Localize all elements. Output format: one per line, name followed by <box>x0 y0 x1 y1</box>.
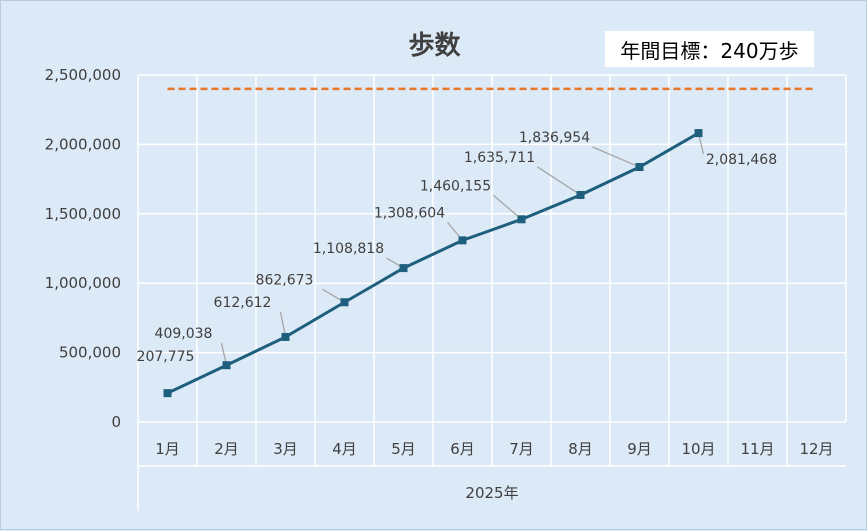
data-label-leader <box>537 166 581 196</box>
data-label: 862,673 <box>256 272 314 288</box>
data-label: 612,612 <box>214 295 272 311</box>
data-label-leader <box>493 194 522 220</box>
y-tick-label: 2,500,000 <box>45 66 121 84</box>
data-point-marker <box>222 361 231 370</box>
data-point-marker <box>576 190 585 199</box>
x-tick-label: 12月 <box>799 440 833 458</box>
x-tick-label: 9月 <box>627 440 652 458</box>
y-tick-label: 2,000,000 <box>45 135 121 153</box>
data-point-marker <box>399 264 408 273</box>
x-tick-label: 5月 <box>391 440 416 458</box>
data-label: 1,308,604 <box>374 205 445 221</box>
data-label-leader <box>592 146 640 168</box>
x-tick-label: 2月 <box>214 440 239 458</box>
y-tick-label: 1,000,000 <box>45 274 121 292</box>
x-axis-title: 2025年 <box>465 484 518 502</box>
series-line <box>166 131 700 395</box>
x-tick-label: 3月 <box>273 440 298 458</box>
y-tick-label: 1,500,000 <box>45 205 121 223</box>
data-label: 1,460,155 <box>420 178 491 194</box>
data-point-marker <box>458 236 467 245</box>
x-tick-label: 7月 <box>509 440 534 458</box>
x-tick-label: 8月 <box>568 440 593 458</box>
x-tick-label: 11月 <box>740 440 774 458</box>
data-point-marker <box>340 298 349 307</box>
chart-title: 歩数 <box>408 31 461 61</box>
data-label-leader <box>279 311 287 338</box>
data-label: 207,775 <box>137 349 195 365</box>
data-point-marker <box>281 332 290 341</box>
data-label: 1,635,711 <box>464 150 535 166</box>
data-point-marker <box>635 163 644 172</box>
data-point-marker <box>517 215 526 224</box>
x-tick-label: 10月 <box>681 440 715 458</box>
data-label: 1,108,818 <box>313 241 384 257</box>
x-tick-label: 1月 <box>155 440 180 458</box>
y-tick-label: 500,000 <box>59 344 121 362</box>
goal-label: 年間目標：240万歩 <box>605 31 814 67</box>
data-point-marker <box>163 389 172 398</box>
data-label: 409,038 <box>155 326 213 342</box>
data-label: 2,081,468 <box>706 152 777 168</box>
x-tick-label: 4月 <box>332 440 357 458</box>
data-label: 1,836,954 <box>519 130 590 146</box>
x-tick-label: 6月 <box>450 440 475 458</box>
y-tick-label: 0 <box>111 413 121 431</box>
data-point-marker <box>694 129 703 138</box>
